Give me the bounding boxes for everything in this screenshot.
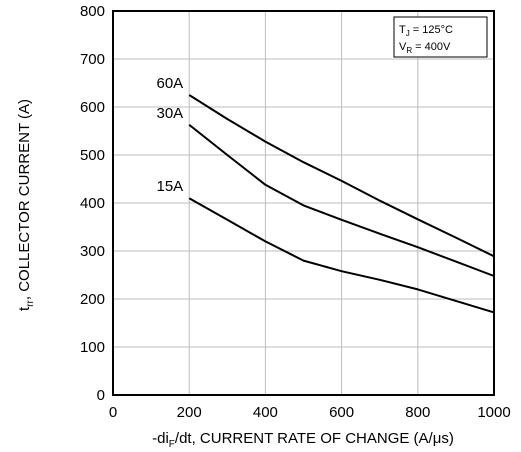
- y-tick-label: 500: [80, 147, 105, 164]
- y-axis-label: trr, COLLECTOR CURRENT (A): [16, 99, 36, 311]
- series-label-30A: 30A: [156, 105, 183, 122]
- vr-annotation: VR = 400V: [399, 41, 451, 55]
- grid: [113, 11, 494, 395]
- condition-box: TJ = 125°C VR = 400V: [393, 16, 488, 58]
- x-tick-label: 400: [253, 404, 278, 421]
- y-tick-labels: 0 100 200 300 400 500 600 700 800: [80, 3, 105, 404]
- y-tick-label: 0: [97, 387, 105, 404]
- x-tick-label: 200: [177, 404, 202, 421]
- series-label-15A: 15A: [156, 178, 183, 195]
- y-tick-label: 100: [80, 339, 105, 356]
- series-line-60A: [188, 94, 495, 258]
- tj-annotation: TJ = 125°C: [399, 24, 453, 38]
- y-tick-label: 200: [80, 291, 105, 308]
- x-tick-labels: 0 200 400 600 800 1000: [109, 404, 511, 421]
- curves: [188, 94, 495, 314]
- x-tick-label: 600: [329, 404, 354, 421]
- series-labels: 60A 30A 15A: [156, 75, 183, 195]
- y-tick-label: 700: [80, 51, 105, 68]
- plot-frame: [112, 10, 495, 396]
- series-line-15A: [188, 197, 495, 314]
- x-tick-label: 1000: [477, 404, 510, 421]
- series-label-60A: 60A: [156, 75, 183, 92]
- series-line-30A: [188, 124, 495, 277]
- x-tick-label: 0: [109, 404, 117, 421]
- y-tick-label: 800: [80, 3, 105, 20]
- x-axis-label: -diF/dt, CURRENT RATE OF CHANGE (A/μs): [152, 430, 454, 450]
- y-tick-label: 600: [80, 99, 105, 116]
- y-tick-label: 400: [80, 195, 105, 212]
- x-tick-label: 800: [405, 404, 430, 421]
- y-tick-label: 300: [80, 243, 105, 260]
